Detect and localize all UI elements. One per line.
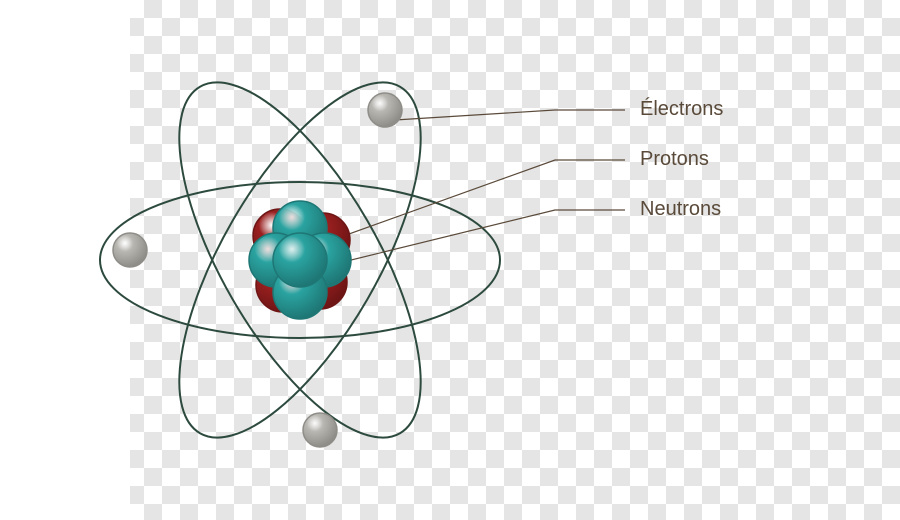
callout-line (395, 110, 625, 120)
electron (113, 233, 147, 267)
atom-diagram: Électrons Protons Neutrons (0, 0, 900, 520)
proton (273, 233, 327, 287)
electron (368, 93, 402, 127)
electron (303, 413, 337, 447)
atom-svg (0, 0, 900, 520)
